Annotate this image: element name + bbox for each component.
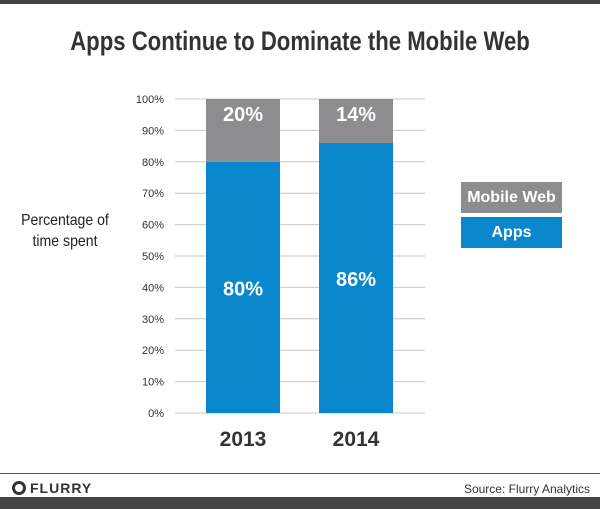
y-tick-label: 10% (142, 377, 164, 389)
bottom-bar (0, 497, 600, 509)
data-label: 20% (223, 104, 263, 126)
x-tick-label: 2014 (333, 428, 380, 451)
y-tick-label: 80% (142, 157, 164, 169)
source-text: Source: Flurry Analytics (463, 482, 590, 496)
bar-apps (206, 161, 280, 413)
flurry-logo-icon (12, 481, 26, 495)
bar-mobile-web (206, 99, 280, 162)
y-tick-label: 100% (136, 94, 164, 106)
footer-divider (0, 473, 600, 474)
bar-mobile-web (319, 99, 393, 143)
y-tick-label: 20% (142, 345, 164, 357)
logo-text: FLURRY (30, 480, 93, 496)
y-tick-label: 60% (142, 220, 164, 232)
legend-apps: Apps (461, 217, 562, 248)
chart-title: Apps Continue to Dominate the Mobile Web (70, 26, 530, 56)
top-bar (0, 0, 600, 4)
data-label: 80% (223, 278, 263, 300)
y-tick-label: 50% (142, 251, 164, 263)
y-tick-label: 90% (142, 125, 164, 137)
y-tick-label: 70% (142, 188, 164, 200)
flurry-logo: FLURRY (12, 480, 92, 496)
y-tick-label: 30% (142, 314, 164, 326)
data-label: 14% (336, 104, 376, 126)
y-tick-label: 0% (148, 408, 164, 420)
bar-apps (319, 142, 393, 413)
y-tick-label: 40% (142, 282, 164, 294)
y-axis-label: Percentage of time spent (21, 212, 109, 250)
x-tick-label: 2013 (220, 428, 267, 451)
data-label: 86% (336, 269, 376, 291)
legend-mobile-web: Mobile Web (461, 182, 562, 213)
